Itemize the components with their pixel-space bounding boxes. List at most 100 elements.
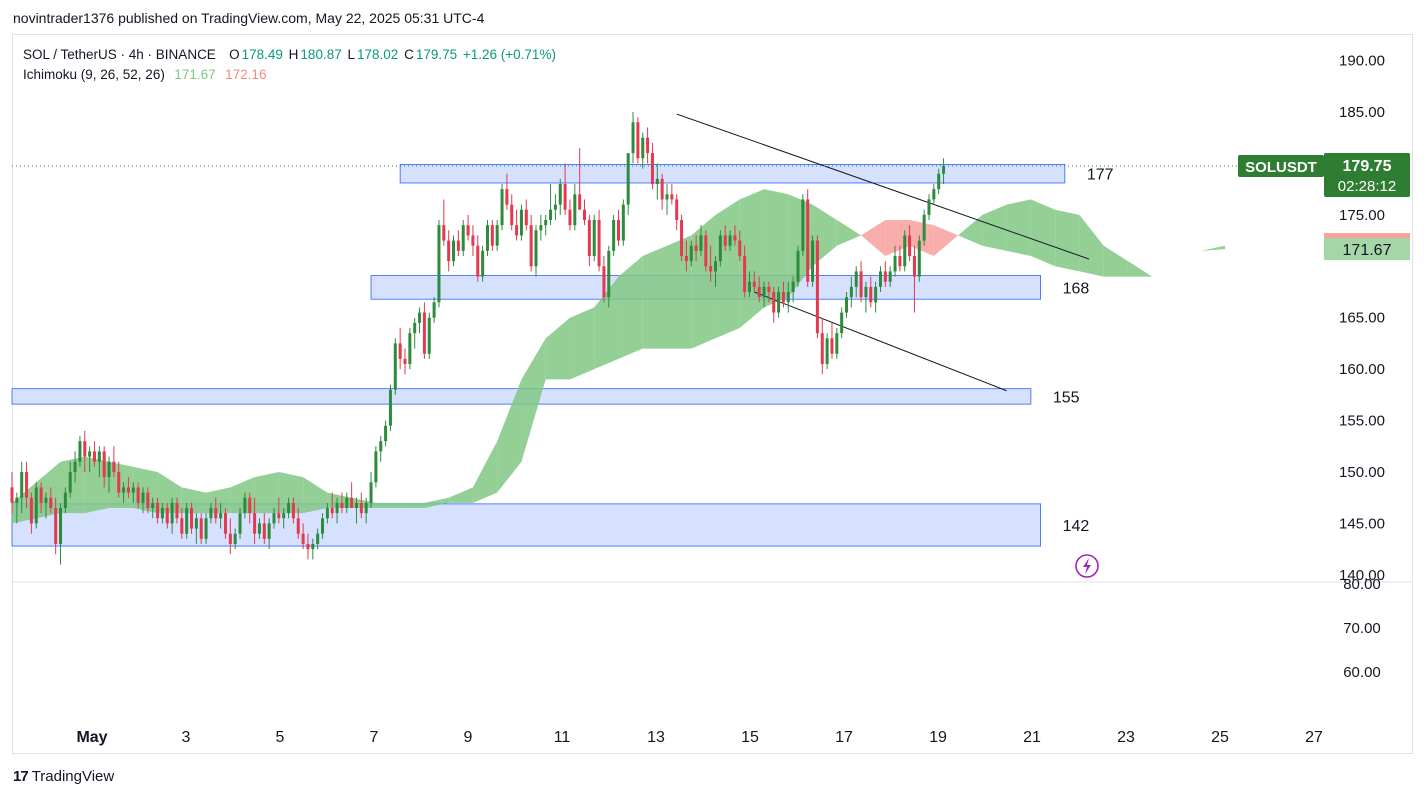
candle-body xyxy=(296,518,300,534)
tradingview-logo[interactable]: 17 TradingView xyxy=(13,768,114,785)
candle-body xyxy=(185,508,189,534)
cloud-segment xyxy=(594,276,619,370)
candle-body xyxy=(204,518,208,539)
cloud-segment xyxy=(618,256,643,359)
candle-body xyxy=(573,194,577,226)
candle-body xyxy=(418,312,422,323)
candle-body xyxy=(369,482,373,503)
candle-body xyxy=(233,533,237,544)
x-tick-label: 5 xyxy=(276,729,285,746)
indicator-name: Ichimoku (9, 26, 52, 26) xyxy=(23,67,165,82)
candle-body xyxy=(549,209,553,220)
candle-body xyxy=(180,518,184,534)
cloud-segment xyxy=(254,472,279,514)
candle-body xyxy=(612,220,616,251)
candle-body xyxy=(922,214,926,241)
candle-body xyxy=(321,518,325,534)
candle-body xyxy=(136,487,140,503)
high-value: 180.87 xyxy=(300,47,342,62)
candle-body xyxy=(214,508,218,519)
candle-body xyxy=(291,502,295,519)
y-tick-label-lower: 70.00 xyxy=(1343,620,1381,637)
candle-body xyxy=(63,492,67,508)
x-tick-label: 9 xyxy=(464,729,473,746)
candle-body xyxy=(888,271,892,282)
candle-body xyxy=(316,533,320,544)
trendlines-layer xyxy=(676,113,1090,392)
candle-body xyxy=(733,235,737,241)
candle-body xyxy=(107,461,111,478)
candle-body xyxy=(282,513,286,519)
candle-body xyxy=(432,302,436,318)
y-axis: 190.00185.00180.00175.00165.00160.00155.… xyxy=(1339,53,1385,681)
candle-body xyxy=(806,199,810,282)
candle-body xyxy=(864,286,868,298)
candle-body xyxy=(718,235,722,262)
candle-body xyxy=(709,266,713,272)
x-tick-label: 11 xyxy=(554,729,571,746)
candle-body xyxy=(330,508,334,514)
candle-body xyxy=(650,153,654,184)
candle-body xyxy=(558,184,562,205)
candle-body xyxy=(10,487,14,503)
candle-body xyxy=(747,281,751,292)
candle-body xyxy=(345,497,349,508)
candle-body xyxy=(151,502,155,508)
cloud-segment xyxy=(181,487,207,514)
cloud-segment xyxy=(497,379,522,493)
symbol-tag xyxy=(1238,155,1324,177)
candle-body xyxy=(456,240,460,251)
candle-body xyxy=(583,209,587,220)
low-label: L xyxy=(347,47,355,62)
candle-body xyxy=(413,322,417,334)
y-tick-label: 145.00 xyxy=(1339,515,1385,532)
high-label: H xyxy=(288,47,299,62)
cloud-segment xyxy=(715,199,740,339)
lightning-icon[interactable] xyxy=(1075,554,1099,578)
candle-body xyxy=(350,497,354,508)
y-tick-label: 185.00 xyxy=(1339,104,1385,121)
cloud-segment xyxy=(836,220,862,246)
candle-body xyxy=(447,240,451,262)
candle-body xyxy=(689,245,693,262)
candle-body xyxy=(78,441,82,462)
cloud-segment xyxy=(424,497,449,508)
candle-body xyxy=(917,240,921,277)
y-tick-label-lower: 60.00 xyxy=(1343,664,1381,681)
cloud-segment xyxy=(1200,245,1225,251)
candle-body xyxy=(29,497,33,524)
candle-body xyxy=(340,502,344,508)
candle-body xyxy=(602,266,606,298)
candle-body xyxy=(68,472,72,493)
symbol-title: SOL / TetherUS · 4h · BINANCE xyxy=(23,47,216,62)
candle-body xyxy=(403,358,407,364)
ichimoku-cloud xyxy=(12,189,1225,524)
candle-body xyxy=(262,523,266,539)
tradingview-mark-icon: 17 xyxy=(13,768,29,785)
cloud-segment xyxy=(982,204,1007,251)
candle-body xyxy=(272,513,276,524)
candle-body xyxy=(59,508,63,544)
candle-body xyxy=(267,523,271,539)
indicator-legend-row[interactable]: Ichimoku (9, 26, 52, 26) 171.67 172.16 xyxy=(23,65,558,85)
candle-body xyxy=(641,137,645,159)
candle-body xyxy=(616,220,620,241)
candle-body xyxy=(301,533,305,544)
candle-body xyxy=(112,461,116,472)
cloud-segment xyxy=(1006,199,1031,256)
candle-body xyxy=(738,240,742,256)
cloud-segment xyxy=(1152,266,1177,277)
candle-body xyxy=(92,451,96,462)
candle-body xyxy=(49,497,53,508)
zone-labels: 177 168 155 142 xyxy=(1053,167,1114,535)
candle-body xyxy=(359,502,363,514)
candle-body xyxy=(539,225,543,231)
candle-body xyxy=(845,297,849,313)
candle-body xyxy=(490,225,494,246)
candle-body xyxy=(568,209,572,226)
cloud-segment xyxy=(400,502,425,508)
price-tag-value: 179.75 xyxy=(1343,158,1392,175)
